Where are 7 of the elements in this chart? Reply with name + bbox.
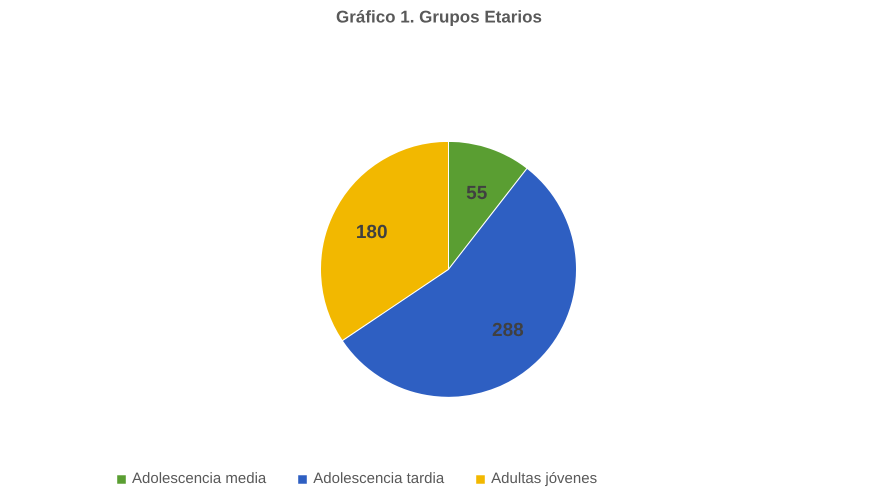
legend-label: Adultas jóvenes: [491, 470, 598, 487]
data-label: 288: [492, 320, 524, 341]
data-label: 55: [466, 183, 488, 204]
chart-title: Gráfico 1. Grupos Etarios: [336, 8, 542, 26]
data-label: 180: [356, 222, 388, 244]
legend-label: Adolescencia tardia: [313, 470, 444, 487]
legend-label: Adolescencia media: [132, 470, 266, 487]
